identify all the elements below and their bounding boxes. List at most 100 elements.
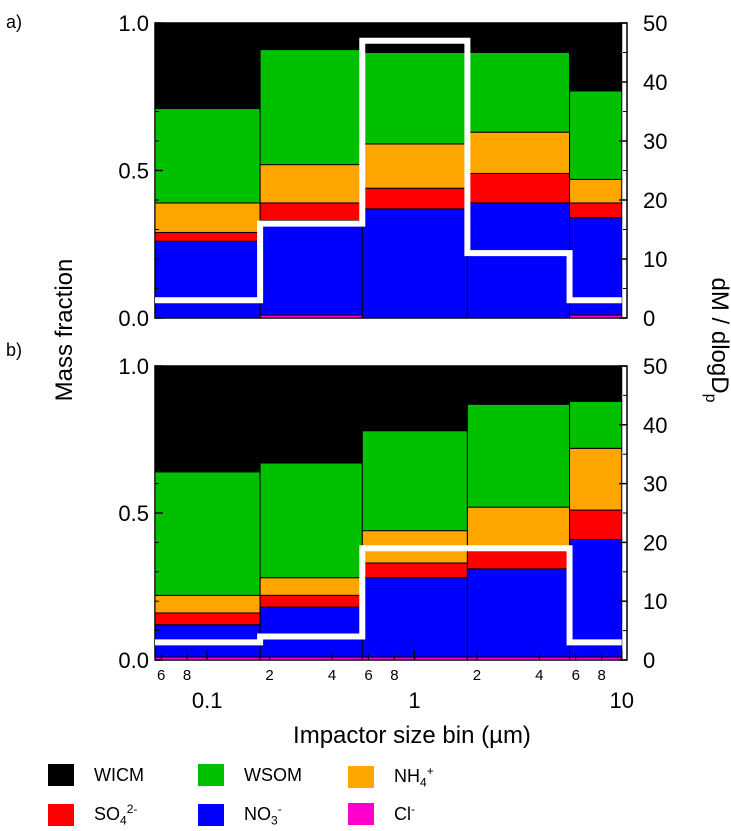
x-major-tick-label: 0.1 <box>192 688 223 713</box>
legend-label-cl: Cl- <box>394 802 415 825</box>
x-axis: 6 8 2 4 6 8 2 4 6 80.1 1 10 <box>157 650 634 713</box>
y-right-tick-label: 10 <box>643 589 667 614</box>
legend-so4-sup: 2- <box>126 802 138 816</box>
dm-dlogdp-line <box>155 37 622 304</box>
bar-segment <box>154 612 261 626</box>
x-minor-tick-label: 4 <box>328 667 336 684</box>
y-right-tick-label: 30 <box>643 472 667 497</box>
bar-segment <box>361 187 468 210</box>
bar-segment <box>154 108 261 204</box>
bar-segment <box>259 606 363 658</box>
legend-so4-sub: 4 <box>120 813 127 828</box>
bar-segment <box>259 164 363 204</box>
legend-swatch-wicm <box>48 764 74 786</box>
bar-segment <box>569 400 623 449</box>
y-right-tick-label: 50 <box>643 11 667 36</box>
legend-cl-sup: - <box>411 802 415 816</box>
legend-label-wsom: WSOM <box>244 764 302 785</box>
bar-segment <box>361 365 468 432</box>
bar-segment <box>466 172 571 204</box>
bar-segment <box>466 22 571 53</box>
bar-segment <box>466 202 571 319</box>
bar-segment <box>466 403 571 508</box>
y-right-tick-label: 50 <box>643 354 667 379</box>
x-minor-tick-label: 4 <box>535 667 543 684</box>
legend-swatch-nh4 <box>348 765 374 788</box>
y-right-tick-label: 10 <box>643 247 667 272</box>
y-right-tick-label: 40 <box>643 413 667 438</box>
x-minor-tick-label: 8 <box>390 667 398 684</box>
x-major-tick-label: 10 <box>610 688 634 713</box>
bar-segment <box>466 568 571 658</box>
panel-label-b: b) <box>6 340 22 360</box>
legend-item-no3: NO3- <box>198 802 282 828</box>
x-minor-tick-label: 8 <box>183 667 191 684</box>
legend-swatch-cl <box>348 802 374 825</box>
bar-segment <box>569 90 623 180</box>
bar-segment <box>466 547 571 570</box>
x-minor-tick-label: 2 <box>473 667 481 684</box>
bar-segment <box>154 471 261 596</box>
bar-segment <box>154 365 261 473</box>
legend-item-wicm: WICM <box>48 764 144 786</box>
y-right-label-sub: p <box>702 394 719 403</box>
bar-segment <box>154 202 261 233</box>
y-right-label-group: dM / dlogDp <box>702 278 731 403</box>
legend-swatch-no3 <box>198 803 224 826</box>
bar-segment <box>361 577 468 658</box>
panel-label-a: a) <box>6 12 22 32</box>
y-left-tick-label: 1.0 <box>118 354 149 379</box>
legend-label-wicm: WICM <box>94 764 144 785</box>
y-left-tick-label: 0.5 <box>118 501 149 526</box>
y-left-tick-label: 0.0 <box>118 306 149 331</box>
bar-segment <box>154 231 261 242</box>
x-minor-tick-label: 6 <box>364 667 372 684</box>
dm-dlogdp-line <box>155 545 622 646</box>
bar-segment <box>154 22 261 110</box>
bar-segment <box>569 447 623 511</box>
y-right-label: dM / dlogDp <box>702 278 731 403</box>
bar-segment <box>569 365 623 402</box>
bar-segment <box>361 52 468 145</box>
bar-segment <box>259 49 363 166</box>
bar-segment <box>569 202 623 219</box>
x-minor-tick-label: 6 <box>157 667 165 684</box>
bar-segment <box>466 365 571 405</box>
legend-nh4-sup: + <box>426 764 434 778</box>
bar-segment <box>569 509 623 540</box>
x-major-tick-label: 1 <box>408 688 420 713</box>
legend-swatch-wsom <box>198 764 224 786</box>
bar-segment <box>259 220 363 316</box>
bar-segment <box>259 365 363 464</box>
y-right-tick-label: 40 <box>643 70 667 95</box>
y-right-tick-label: 0 <box>643 306 655 331</box>
legend-item-nh4: NH4+ <box>348 764 434 790</box>
x-minor-tick-label: 8 <box>597 667 605 684</box>
bar-segment <box>466 131 571 174</box>
bar-segment <box>154 594 261 614</box>
legend-item-wsom: WSOM <box>198 764 302 786</box>
legend-no3-sup: - <box>277 802 282 816</box>
bar-segment <box>361 208 468 319</box>
y-right-tick-label: 20 <box>643 530 667 555</box>
legend-label-no3: NO3- <box>244 802 282 828</box>
bar-segment <box>361 430 468 532</box>
bar-segment <box>569 22 623 92</box>
bar-segment <box>259 577 363 596</box>
legend-no3-main: NO <box>244 804 271 824</box>
legend-no3-sub: 3 <box>271 813 278 828</box>
legend-so4-main: SO <box>94 804 121 824</box>
bar-segment <box>466 506 571 549</box>
bar-segment <box>259 202 363 222</box>
bar-segment <box>259 22 363 51</box>
legend-item-so4: SO42- <box>48 802 137 828</box>
y-right-tick-label: 20 <box>643 188 667 213</box>
y-left-tick-label: 1.0 <box>118 11 149 36</box>
legend-cl-main: Cl <box>394 804 411 824</box>
x-axis-label: Impactor size bin (µm) <box>293 722 531 749</box>
legend-swatch-so4 <box>48 803 74 826</box>
legend-label-nh4: NH4+ <box>394 764 434 790</box>
y-right-tick-label: 0 <box>643 648 655 673</box>
bar-segment <box>569 538 623 658</box>
